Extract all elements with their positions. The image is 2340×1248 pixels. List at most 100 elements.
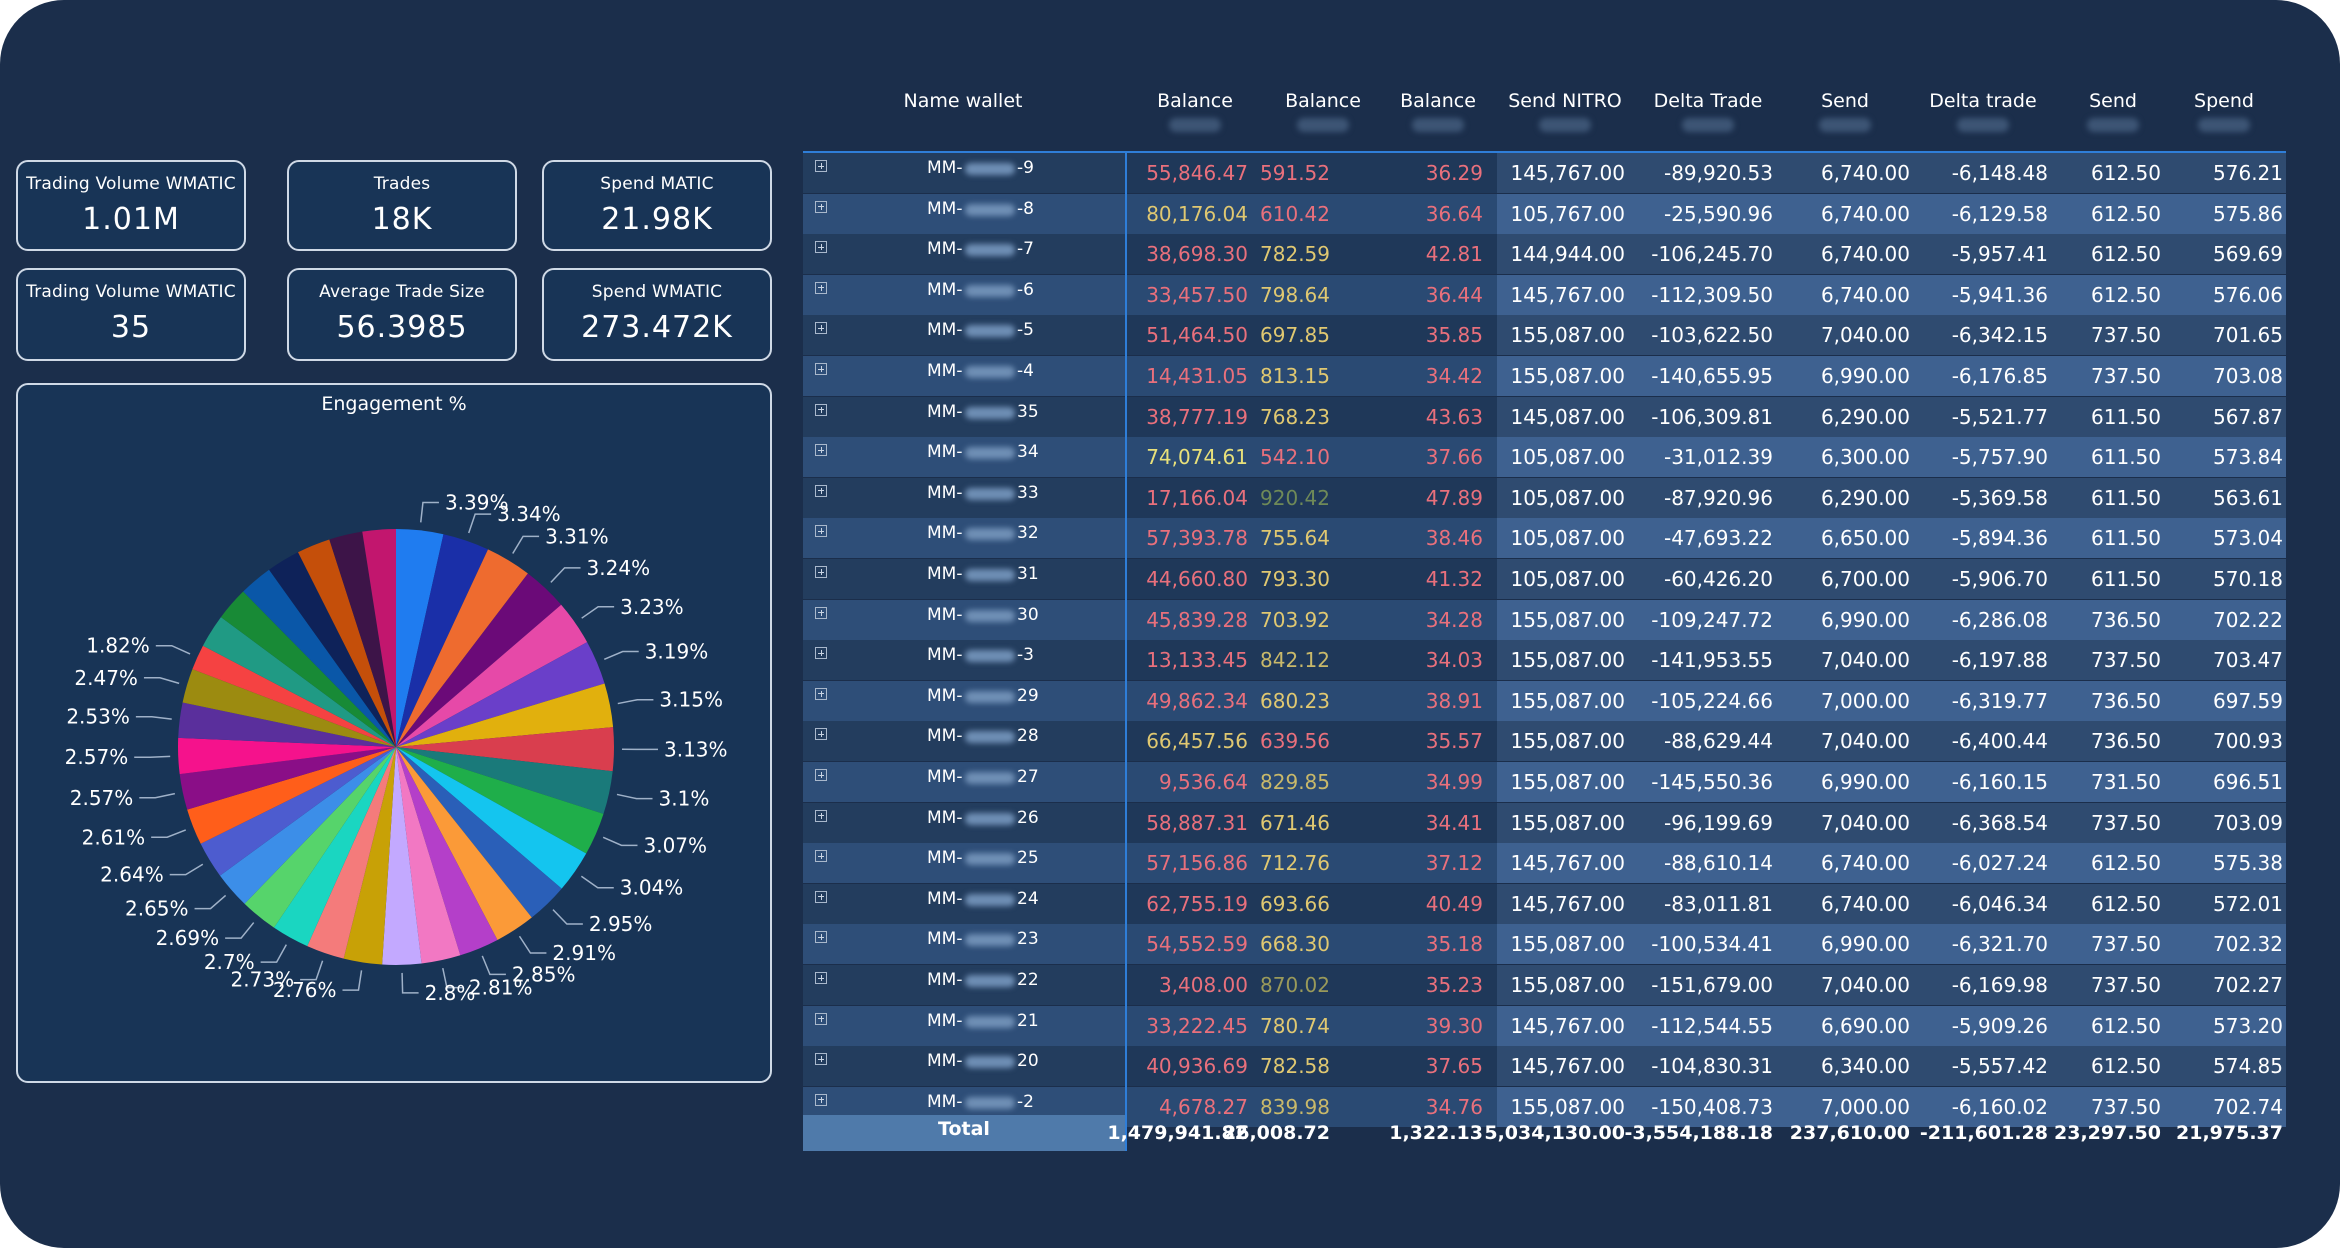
pie-slice[interactable] [220, 591, 396, 747]
pie-slice[interactable] [298, 539, 396, 747]
table-row[interactable]: MM- 31 44,660.80 793.30 41.32 105,087.00 -60,4… [803, 559, 2286, 599]
wallet-table[interactable]: Name wallet Balance Balance Balance Send NIT… [803, 78, 2293, 1158]
expand-row-icon[interactable] [815, 525, 827, 538]
engagement-pie-panel[interactable]: Engagement % 3.39% 3.34% 3.31% 3.24% 3.23% 3.… [16, 383, 772, 1083]
expand-row-icon[interactable] [815, 850, 827, 863]
expand-row-icon[interactable] [815, 687, 827, 700]
pie-slice[interactable] [182, 669, 396, 747]
table-row[interactable]: MM- -9 55,846.47 591.52 36.29 145,767.00 -89,9… [803, 153, 2286, 193]
table-row[interactable]: MM- 25 57,156.86 712.76 37.12 145,767.00 -88,6… [803, 843, 2286, 884]
table-row[interactable]: MM- 28 66,457.56 639.56 35.57 155,087.00 -88,6… [803, 721, 2286, 762]
pie-slice[interactable] [396, 683, 614, 747]
pie-slice[interactable] [396, 549, 528, 747]
pie-slice[interactable] [396, 747, 532, 940]
expand-row-icon[interactable] [815, 363, 827, 375]
expand-row-icon[interactable] [815, 566, 827, 578]
column-header[interactable]: Send [2089, 90, 2137, 112]
pie-slice[interactable] [269, 552, 396, 747]
expand-row-icon[interactable] [815, 241, 827, 254]
expand-row-icon[interactable] [815, 809, 827, 822]
expand-row-icon[interactable] [815, 606, 827, 619]
pie-slice[interactable] [329, 531, 396, 747]
pie-slice[interactable] [179, 747, 396, 810]
pie-slice[interactable] [382, 747, 422, 965]
column-header[interactable]: Balance [1400, 90, 1476, 112]
table-row[interactable]: MM- 32 57,393.78 755.64 38.46 105,087.00 -47,6… [803, 518, 2286, 559]
column-header[interactable]: Balance [1157, 90, 1233, 112]
expand-row-icon[interactable] [815, 647, 827, 660]
pie-slice[interactable] [362, 529, 396, 747]
pie-slice[interactable] [396, 747, 461, 964]
table-row[interactable]: MM- -3 13,133.45 842.12 34.03 155,087.00 -141,… [803, 640, 2286, 681]
pie-slice[interactable] [396, 747, 587, 889]
engagement-pie-chart[interactable]: 3.39%3.34%3.31% 3.24% 3.23% 3.19% 3.15% 3.13%… [18, 385, 774, 1085]
pie-slice[interactable] [343, 747, 396, 965]
table-row[interactable]: MM- -2 4,678.27 839.98 34.76 155,087.00 -150,4… [803, 1086, 2286, 1127]
expand-row-icon[interactable] [815, 484, 827, 497]
table-row[interactable]: MM- 23 54,552.59 668.30 35.18 155,087.00 -100,… [803, 924, 2286, 965]
table-row[interactable]: MM- 21 33,222.45 780.74 39.30 145,767.00 -112,… [803, 1005, 2286, 1046]
pie-slice[interactable] [202, 617, 396, 747]
kpi-card-trading-volume[interactable]: Trading Volume WMATIC 1.01M [16, 160, 246, 251]
column-header[interactable]: Spend [2194, 90, 2254, 112]
pie-slice[interactable] [396, 642, 605, 747]
table-row[interactable]: MM- 30 45,839.28 703.92 34.28 155,087.00 -109,… [803, 599, 2286, 640]
pie-slice[interactable] [396, 529, 444, 747]
pie-slice[interactable] [396, 573, 562, 747]
column-header[interactable]: Delta trade [1929, 90, 2037, 112]
table-row[interactable]: MM- -7 38,698.30 782.59 42.81 144,944.00 -106,… [803, 234, 2286, 275]
pie-slice[interactable] [273, 747, 396, 947]
kpi-card-trades[interactable]: Trades 18K [287, 160, 517, 251]
column-header[interactable]: Balance [1285, 90, 1361, 112]
pie-slice[interactable] [219, 747, 396, 904]
kpi-card-average-trade-size[interactable]: Average Trade Size 56.3985 [287, 268, 517, 361]
expand-row-icon[interactable] [815, 200, 827, 213]
expand-row-icon[interactable] [815, 769, 827, 781]
table-row[interactable]: MM- 33 17,166.04 920.42 47.89 105,087.00 -87,9… [803, 477, 2286, 518]
table-row[interactable]: MM- 34 74,074.61 542.10 37.66 105,087.00 -31,0… [803, 437, 2286, 478]
pie-slice[interactable] [396, 747, 604, 854]
pie-slice[interactable] [243, 569, 396, 747]
pie-slice[interactable] [178, 702, 396, 747]
pie-slice[interactable] [396, 747, 498, 956]
column-header[interactable]: Delta Trade [1653, 90, 1763, 112]
kpi-card-spend-wmatic[interactable]: Spend WMATIC 273.472K [542, 268, 772, 361]
expand-row-icon[interactable] [815, 931, 827, 944]
pie-slice[interactable] [396, 604, 588, 747]
pie-slice[interactable] [396, 747, 613, 814]
expand-row-icon[interactable] [815, 728, 827, 741]
table-row[interactable]: MM- 26 58,887.31 671.46 34.41 155,087.00 -96,1… [803, 802, 2286, 843]
pie-slice[interactable] [244, 747, 396, 928]
pie-slice[interactable] [200, 747, 396, 876]
pie-slice[interactable] [396, 727, 615, 772]
table-row[interactable]: MM- 22 3,408.00 870.02 35.23 155,087.00 -151,6… [803, 965, 2286, 1005]
pie-slice[interactable] [396, 747, 562, 918]
kpi-card-spend-matic[interactable]: Spend MATIC 21.98K [542, 160, 772, 251]
expand-row-icon[interactable] [815, 403, 827, 416]
column-header[interactable]: Name wallet [903, 90, 1023, 112]
expand-row-icon[interactable] [815, 160, 827, 172]
expand-row-icon[interactable] [815, 322, 827, 335]
table-row[interactable]: MM- 27 9,536.64 829.85 34.99 155,087.00 -145,5… [803, 762, 2286, 802]
pie-slice[interactable] [187, 747, 396, 844]
pie-slice[interactable] [192, 645, 396, 747]
pie-slice[interactable] [396, 534, 489, 747]
expand-row-icon[interactable] [815, 1093, 827, 1106]
expand-row-icon[interactable] [815, 972, 827, 984]
table-row[interactable]: MM- -4 14,431.05 813.15 34.42 155,087.00 -140,… [803, 356, 2286, 396]
table-row[interactable]: MM- 29 49,862.34 680.23 38.91 155,087.00 -105,… [803, 680, 2286, 721]
expand-row-icon[interactable] [815, 444, 827, 457]
table-row[interactable]: MM- 24 62,755.19 693.66 40.49 145,767.00 -83,0… [803, 883, 2286, 924]
column-header[interactable]: Send [1821, 90, 1869, 112]
expand-row-icon[interactable] [815, 1053, 827, 1066]
kpi-card-trading-volume-2[interactable]: Trading Volume WMATIC 35 [16, 268, 246, 361]
pie-slice[interactable] [177, 737, 396, 775]
table-row[interactable]: MM- -5 51,464.50 697.85 35.85 155,087.00 -103,… [803, 315, 2286, 356]
table-row[interactable]: MM- -8 80,176.04 610.42 36.64 105,767.00 -25,5… [803, 193, 2286, 234]
pie-slice[interactable] [307, 747, 396, 959]
expand-row-icon[interactable] [815, 890, 827, 903]
column-header[interactable]: Send NITRO [1508, 90, 1622, 112]
expand-row-icon[interactable] [815, 281, 827, 294]
expand-row-icon[interactable] [815, 1012, 827, 1025]
table-row[interactable]: MM- 35 38,777.19 768.23 43.63 145,087.00 -106,… [803, 396, 2286, 437]
